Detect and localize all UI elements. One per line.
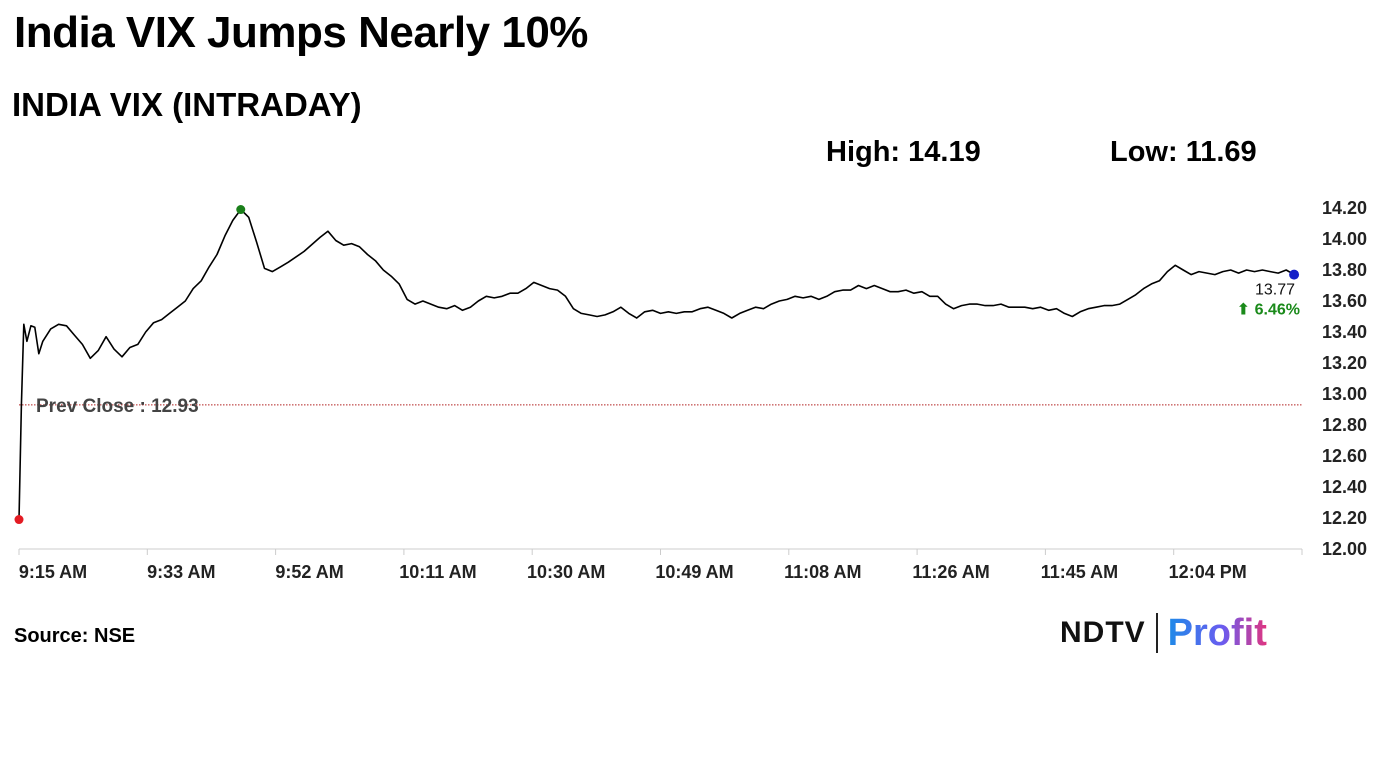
low-stat: Low: 11.69 [1110,136,1257,168]
x-tick-label: 10:11 AM [399,562,476,582]
x-tick-label: 10:49 AM [655,562,733,582]
y-axis: 14.20 14.00 13.80 13.60 13.40 13.20 13.00 12.80… [1322,198,1367,559]
y-tick-label: 12.80 [1322,415,1367,435]
y-tick-label: 12.60 [1322,446,1367,466]
y-tick-label: 14.00 [1322,229,1367,249]
y-tick-label: 13.00 [1322,384,1367,404]
series-layer [18,208,1295,520]
x-tick-label: 9:15 AM [19,562,87,582]
x-axis: 9:15 AM 9:33 AM 9:52 AM 10:11 AM 10:30 AM 10:… [18,548,1303,582]
x-tick-label: 11:45 AM [1041,562,1118,582]
brand-profit: Profit [1167,611,1267,654]
y-tick-label: 13.80 [1322,260,1367,280]
prev-close-label: Prev Close : 12.93 [36,396,199,417]
brand-ndtv: NDTV [1060,616,1146,649]
last-value-label: 13.77 [1255,282,1295,299]
y-tick-label: 13.20 [1322,353,1367,373]
x-tick-label: 10:30 AM [527,562,605,582]
markers-layer: 13.77 ⬆ 6.46% [14,205,1300,525]
chart-subtitle: INDIA VIX (INTRADAY) [12,86,362,123]
y-tick-label: 12.20 [1322,508,1367,528]
brand-divider [1155,613,1158,653]
x-tick-label: 9:52 AM [275,562,343,582]
y-tick-label: 13.60 [1322,291,1367,311]
prev-close-reference: Prev Close : 12.93 [19,396,1302,417]
y-tick-label: 12.00 [1322,539,1367,559]
x-tick-label: 12:04 PM [1169,562,1247,582]
x-tick-label: 11:26 AM [912,562,989,582]
source-note: Source: NSE [14,625,136,647]
low-marker [14,515,24,525]
ndtv-profit-logo: NDTV Profit [1060,611,1267,655]
high-stat: High: 14.19 [826,136,981,168]
high-marker [236,205,246,215]
x-tick-label: 11:08 AM [784,562,861,582]
vix-intraday-chart: 9:15 AM 9:33 AM 9:52 AM 10:11 AM 10:30 AM 10:… [14,198,1367,582]
y-tick-label: 13.40 [1322,322,1367,342]
x-tick-label: 9:33 AM [147,562,215,582]
vix-series-line [18,208,1295,520]
y-tick-label: 14.20 [1322,198,1367,218]
change-percent-label: ⬆ 6.46% [1237,302,1300,319]
y-tick-label: 12.40 [1322,477,1367,497]
headline: India VIX Jumps Nearly 10% [14,8,588,57]
last-marker [1289,269,1300,280]
